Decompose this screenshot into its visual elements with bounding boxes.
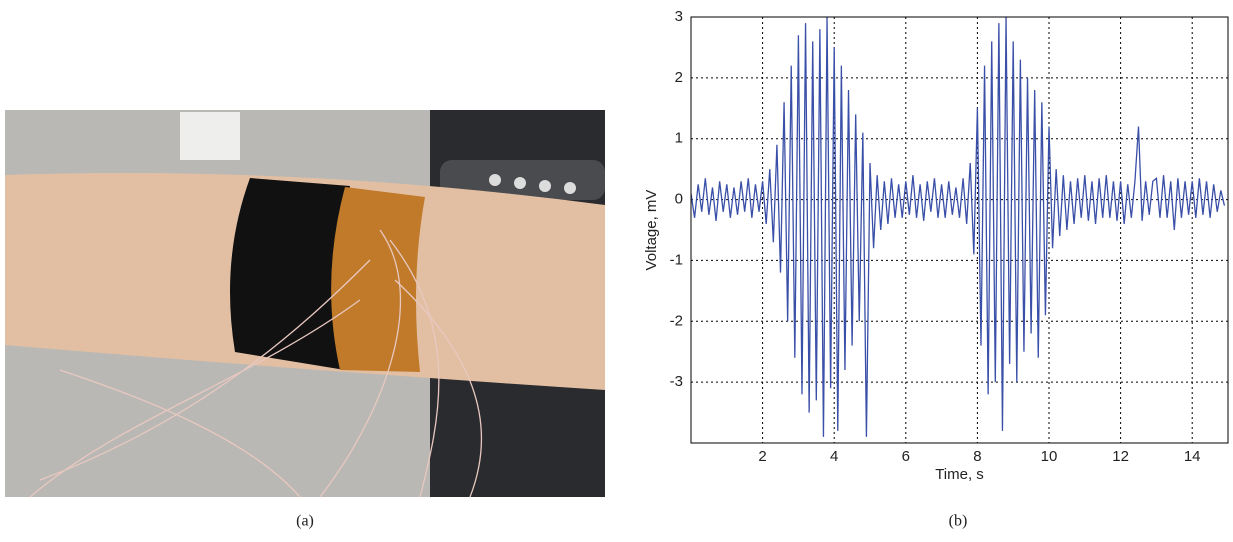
signal-line — [691, 17, 1226, 437]
plot-area — [691, 17, 1228, 443]
x-axis-label: Time, s — [935, 466, 984, 483]
y-tick-label: 2 — [675, 69, 683, 86]
x-tick-label: 2 — [758, 448, 766, 465]
photo — [5, 110, 605, 498]
x-tick-label: 14 — [1184, 448, 1201, 465]
y-tick-label: -1 — [670, 251, 683, 268]
y-tick-label: 1 — [675, 130, 683, 147]
x-tick-label: 12 — [1112, 448, 1129, 465]
caption: (a) — [296, 513, 314, 530]
plot-frame — [690, 16, 1229, 444]
x-tick-label: 6 — [902, 448, 910, 465]
x-tick-label: 10 — [1041, 448, 1058, 465]
x-tick-label: 4 — [830, 448, 838, 465]
y-tick-label: -2 — [670, 312, 683, 329]
y-axis-label: Voltage, mV — [643, 190, 660, 271]
y-tick-label: -3 — [670, 373, 683, 390]
caption: (b) — [949, 513, 968, 530]
x-tick-label: 8 — [973, 448, 981, 465]
y-tick-label: 3 — [675, 8, 683, 25]
y-tick-label: 0 — [675, 191, 683, 208]
